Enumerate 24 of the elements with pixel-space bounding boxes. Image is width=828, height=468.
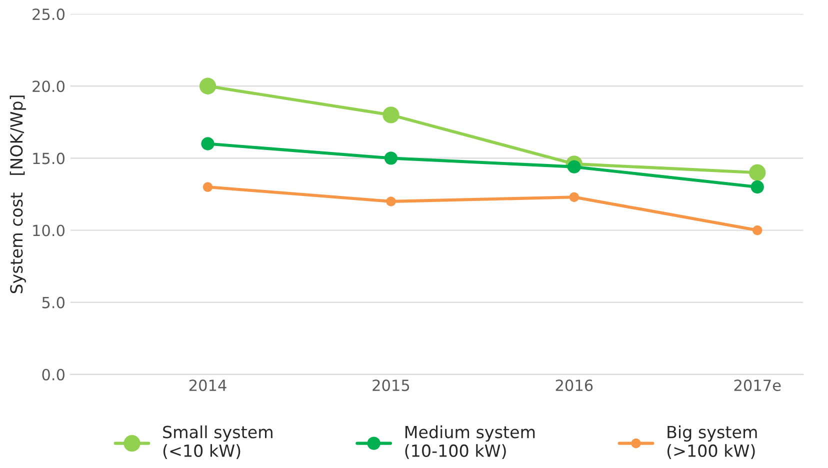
point <box>384 152 398 165</box>
y-tick-label: 0.0 <box>42 368 65 380</box>
point <box>749 164 766 181</box>
point <box>752 225 762 236</box>
y-tick-label: 20.0 <box>32 80 65 92</box>
x-tick-label: 2014 <box>189 380 226 392</box>
point <box>199 78 216 94</box>
point <box>750 180 764 194</box>
point <box>201 137 214 150</box>
point <box>386 196 396 206</box>
y-tick-label: 25.0 <box>32 8 65 20</box>
x-tick-label: 2015 <box>372 380 410 392</box>
point <box>569 192 580 202</box>
point <box>202 182 213 192</box>
y-tick-label: 15.0 <box>33 152 65 164</box>
x-tick-label: 2016 <box>556 380 593 392</box>
y-tick-label: 5.0 <box>42 296 65 308</box>
y-tick-label: 10.0 <box>33 224 65 236</box>
legend-label: Small system (<10 kW) <box>163 425 272 459</box>
y-axis-title: System cost [NOK/Wp] <box>10 96 26 294</box>
point <box>382 106 400 124</box>
legend-label: Medium system (10-100 kW) <box>405 425 535 459</box>
legend-label: Big system (>100 kW) <box>667 425 757 459</box>
x-tick-label: 2017e <box>734 380 781 392</box>
